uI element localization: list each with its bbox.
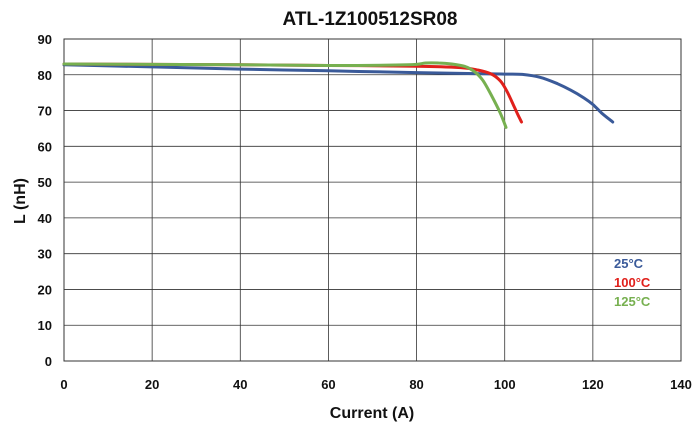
x-tick-label: 120 (582, 377, 604, 392)
series-lines (62, 61, 615, 129)
chart-title: ATL-1Z100512SR08 (283, 9, 458, 30)
plot-area (63, 38, 682, 362)
y-tick-label: 70 (38, 104, 52, 119)
grid (63, 38, 682, 362)
y-tick-label: 50 (38, 175, 52, 190)
x-tick-label: 40 (233, 377, 247, 392)
y-axis-label: L (nH) (12, 178, 29, 224)
x-tick-label: 60 (321, 377, 335, 392)
series-line (62, 63, 615, 124)
y-tick-label: 20 (38, 282, 52, 297)
legend-entry: 25°C (614, 256, 644, 271)
x-tick-label: 100 (494, 377, 516, 392)
series-line (62, 61, 508, 129)
x-tick-label: 80 (409, 377, 423, 392)
x-tick-label: 20 (145, 377, 159, 392)
tick-labels: 0 20 40 60 80 100 120 140 0 10 20 30 40 50 60 70 80 90 (38, 32, 692, 392)
y-tick-label: 80 (38, 68, 52, 83)
x-tick-label: 140 (670, 377, 692, 392)
y-tick-label: 40 (38, 211, 52, 226)
x-tick-label: 0 (60, 377, 67, 392)
legend-entry: 100°C (614, 275, 651, 290)
y-tick-label: 90 (38, 32, 52, 47)
legend: 25°C 100°C 125°C (614, 256, 651, 309)
y-tick-label: 30 (38, 247, 52, 262)
y-tick-label: 10 (38, 318, 52, 333)
x-axis-label: Current (A) (330, 405, 414, 422)
legend-entry: 125°C (614, 294, 651, 309)
y-tick-label: 0 (45, 354, 52, 369)
y-tick-label: 60 (38, 139, 52, 154)
